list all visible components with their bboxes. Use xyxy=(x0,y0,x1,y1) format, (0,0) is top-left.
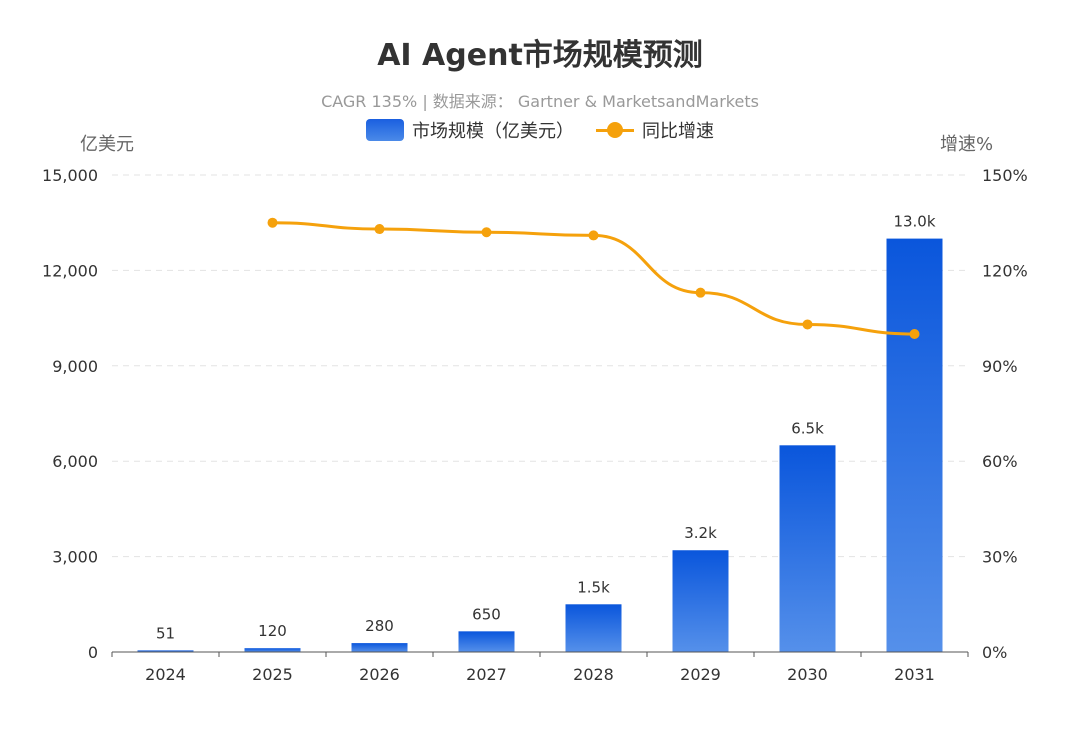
chart-legend: 市场规模（亿美元） 同比增速 xyxy=(0,117,1080,143)
growth-rate-point xyxy=(588,230,599,241)
bar-data-label: 51 xyxy=(156,624,175,642)
bar-data-label: 280 xyxy=(365,617,394,635)
bar xyxy=(351,643,408,652)
growth-rate-point xyxy=(481,227,492,238)
legend-label-growth-rate: 同比增速 xyxy=(642,121,714,142)
y-right-tick-label: 0% xyxy=(982,643,1007,662)
growth-rate-point xyxy=(374,224,385,235)
bar xyxy=(244,648,301,652)
chart-subtitle: CAGR 135% | 数据来源： Gartner & MarketsandMa… xyxy=(321,92,759,111)
x-tick-label: 2026 xyxy=(359,665,400,684)
y-left-tick-label: 9,000 xyxy=(52,357,98,376)
y-left-tick-label: 0 xyxy=(88,643,98,662)
y-right-tick-label: 60% xyxy=(982,452,1018,471)
legend-item-growth-rate[interactable]: 同比增速 xyxy=(596,117,714,143)
y-right-tick-label: 150% xyxy=(982,166,1028,185)
x-tick-label: 2030 xyxy=(787,665,828,684)
growth-rate-point xyxy=(802,319,813,330)
bar xyxy=(886,238,943,652)
y-axis-left-label: 亿美元 xyxy=(80,134,134,155)
legend-label-market-size: 市场规模（亿美元） xyxy=(412,121,574,142)
bar-data-label: 120 xyxy=(258,622,287,640)
growth-rate-point xyxy=(695,287,706,298)
chart-title: AI Agent市场规模预测 xyxy=(377,38,703,73)
x-tick-label: 2027 xyxy=(466,665,507,684)
growth-rate-point xyxy=(267,217,278,228)
bar-data-label: 3.2k xyxy=(684,524,717,542)
growth-rate-point xyxy=(909,329,920,339)
y-right-tick-label: 120% xyxy=(982,261,1028,280)
x-tick-label: 2025 xyxy=(252,665,293,684)
y-right-tick-label: 90% xyxy=(982,357,1018,376)
y-left-tick-label: 12,000 xyxy=(42,261,98,280)
bar-data-label: 13.0k xyxy=(893,213,935,231)
legend-line-swatch xyxy=(596,119,634,141)
y-left-tick-label: 3,000 xyxy=(52,548,98,567)
x-tick-label: 2028 xyxy=(573,665,614,684)
y-left-tick-label: 6,000 xyxy=(52,452,98,471)
bar-data-label: 1.5k xyxy=(577,578,610,596)
bar xyxy=(672,550,729,652)
bar-data-label: 6.5k xyxy=(791,419,824,437)
bar xyxy=(137,650,194,652)
bar xyxy=(565,604,622,652)
legend-bar-swatch xyxy=(366,119,404,141)
y-right-tick-label: 30% xyxy=(982,548,1018,567)
y-axis-right-label: 增速% xyxy=(940,134,994,155)
bar xyxy=(458,631,515,652)
x-tick-label: 2031 xyxy=(894,665,935,684)
legend-item-market-size[interactable]: 市场规模（亿美元） xyxy=(366,117,574,143)
x-tick-label: 2024 xyxy=(145,665,186,684)
y-left-tick-label: 15,000 xyxy=(42,166,98,185)
x-tick-label: 2029 xyxy=(680,665,721,684)
bar-data-label: 650 xyxy=(472,605,501,623)
bar xyxy=(779,445,836,652)
